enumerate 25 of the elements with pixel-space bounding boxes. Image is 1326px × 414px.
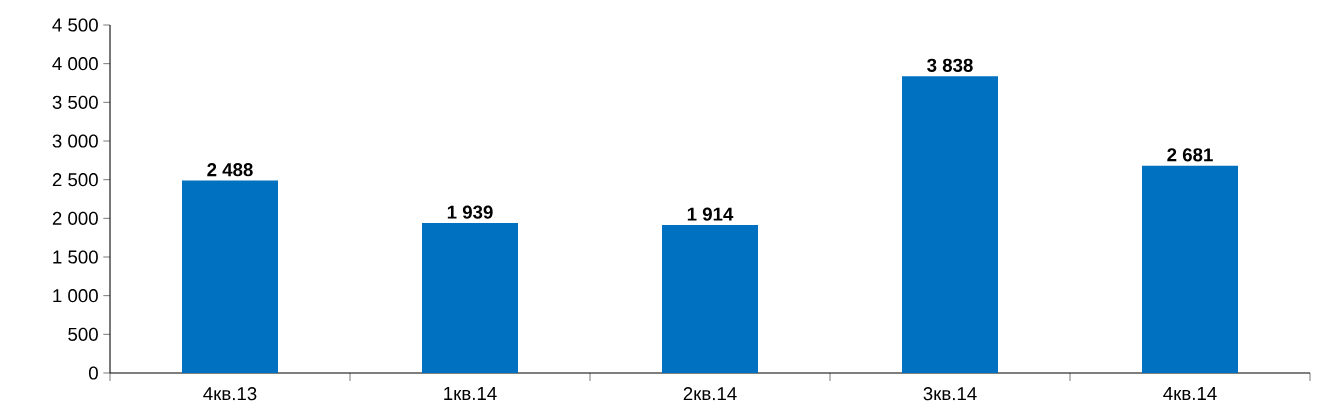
bar: [422, 223, 519, 373]
y-tick-label: 3 000: [52, 134, 98, 148]
y-tick-label: 2 000: [52, 211, 98, 225]
data-label: 2 488: [207, 163, 253, 177]
bar: [1142, 165, 1239, 373]
y-tick-label: 3 500: [52, 95, 98, 109]
data-label: 2 681: [1167, 148, 1213, 162]
y-tick-label: 1 500: [53, 250, 98, 264]
y-tick-label: 0: [88, 366, 98, 380]
x-tick-label: 4кв.13: [203, 387, 257, 401]
bar: [662, 224, 759, 373]
x-tick-label: 1кв.14: [444, 387, 497, 400]
data-label: 1 914: [687, 207, 734, 221]
y-tick-label: 4 000: [52, 57, 98, 71]
x-tick-label: 3кв.14: [923, 387, 977, 401]
x-tick-label: 4кв.14: [1163, 387, 1217, 400]
data-label: 3 838: [927, 58, 973, 72]
y-tick-label: 1 000: [53, 289, 98, 303]
x-tick-label: 2кв.14: [683, 387, 737, 401]
y-tick-label: 2 500: [52, 173, 98, 187]
bar: [902, 76, 999, 373]
bar: [182, 180, 279, 373]
data-label: 1 939: [447, 205, 493, 219]
y-tick-label: 500: [68, 327, 98, 341]
y-tick-label: 4 500: [52, 18, 98, 32]
